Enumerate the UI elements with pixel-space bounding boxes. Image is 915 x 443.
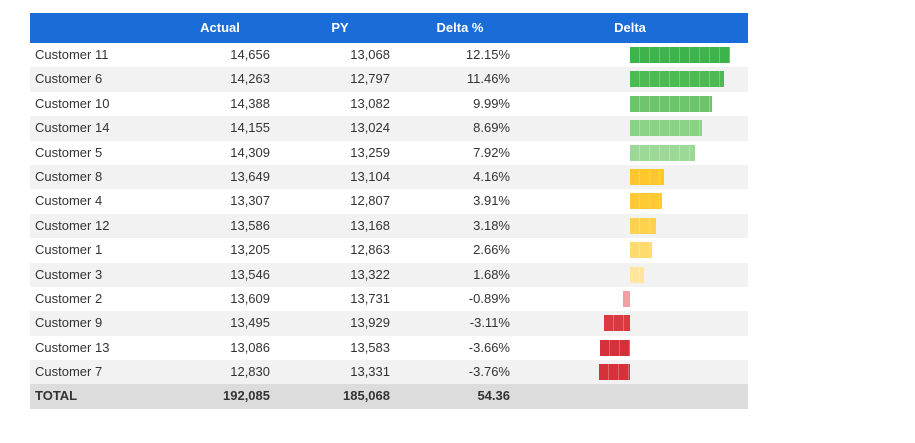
actual-value: 12,830	[230, 364, 270, 380]
customer-name: Customer 13	[35, 339, 110, 355]
py-value: 13,168	[350, 217, 390, 233]
header-delta[interactable]: Delta	[614, 20, 646, 35]
actual-value: 13,609	[230, 290, 270, 306]
table-row[interactable]: Customer 12 13,586 13,168 3.18%	[30, 213, 748, 239]
customer-name: Customer 11	[35, 47, 109, 62]
actual-value: 14,155	[230, 120, 270, 136]
delta-pct-value: 12.15%	[465, 47, 510, 62]
actual-value: 14,656	[230, 47, 270, 62]
header-py[interactable]: PY	[331, 20, 349, 35]
delta-bar	[630, 266, 644, 283]
actual-value: 13,586	[230, 217, 270, 233]
actual-value: 13,546	[230, 266, 270, 282]
py-value: 13,322	[350, 266, 390, 282]
table-row[interactable]: Customer 3 13,546 13,322 1.68%	[30, 262, 748, 287]
delta-pct-value: -3.76%	[468, 364, 510, 380]
delta-bar	[630, 120, 702, 137]
delta-bar	[622, 290, 630, 307]
matrix-table: Actual PY Delta % Delta Customer 11 14,65…	[30, 13, 748, 409]
delta-bar	[630, 193, 663, 210]
delta-bar	[630, 217, 657, 234]
customer-name: Customer 9	[35, 315, 103, 331]
customer-name: Customer 14	[35, 120, 110, 136]
actual-value: 14,388	[230, 95, 270, 111]
table-row[interactable]: Customer 8 13,649 13,104 4.16%	[30, 164, 748, 190]
py-value: 13,331	[350, 364, 390, 380]
table-row[interactable]: Customer 4 13,307 12,807 3.91%	[30, 189, 748, 213]
table-row[interactable]: Customer 9 13,495 13,929 -3.11%	[30, 311, 748, 336]
py-value: 13,583	[350, 339, 390, 355]
total-py: 185,068	[343, 388, 390, 404]
delta-bar	[630, 144, 696, 161]
table-row[interactable]: Customer 10 14,388 13,082 9.99%	[30, 92, 748, 116]
delta-bar	[630, 71, 725, 88]
table-row[interactable]: Customer 7 12,830 13,331 -3.76%	[30, 360, 748, 385]
delta-pct-value: 7.92%	[473, 144, 510, 160]
total-actual: 192,085	[223, 388, 270, 404]
customer-name: Customer 2	[35, 290, 103, 306]
delta-bar	[599, 339, 630, 356]
delta-pct-value: -3.66%	[468, 339, 510, 355]
table-row[interactable]: Customer 5 14,309 13,259 7.92%	[30, 141, 748, 165]
delta-pct-value: 4.16%	[473, 168, 510, 184]
actual-value: 14,309	[230, 144, 270, 160]
delta-pct-value: -3.11%	[469, 315, 510, 331]
actual-value: 13,495	[230, 315, 270, 331]
py-value: 12,797	[350, 71, 390, 87]
total-delta-pct: 54.36	[477, 388, 510, 404]
delta-pct-value: 9.99%	[473, 95, 510, 111]
customer-name: Customer 8	[35, 168, 103, 184]
table-body: Customer 11 14,656 13,068 12.15% Customer 6 1…	[30, 43, 748, 385]
py-value: 13,731	[350, 290, 390, 306]
total-row: TOTAL 192,085 185,068 54.36	[30, 384, 748, 409]
header-actual[interactable]: Actual	[200, 20, 240, 35]
delta-pct-value: 1.68%	[473, 266, 510, 282]
py-value: 13,104	[350, 168, 390, 184]
actual-value: 13,649	[230, 168, 270, 184]
customer-name: Customer 4	[35, 193, 103, 209]
delta-pct-value: 2.66%	[473, 242, 510, 258]
table-row[interactable]: Customer 13 13,086 13,583 -3.66%	[30, 336, 748, 360]
delta-bar	[599, 364, 630, 381]
table-row[interactable]: Customer 11 14,656 13,068 12.15%	[30, 43, 748, 67]
py-value: 13,259	[350, 144, 390, 160]
actual-value: 14,263	[230, 71, 270, 87]
delta-bar	[630, 47, 730, 63]
customer-name: Customer 1	[35, 242, 103, 258]
customer-name: Customer 3	[35, 266, 103, 282]
table-row[interactable]: Customer 14 14,155 13,024 8.69%	[30, 116, 748, 141]
actual-value: 13,307	[230, 193, 270, 209]
header-delta-pct[interactable]: Delta %	[436, 20, 484, 35]
delta-bar	[630, 242, 652, 259]
table-header: Actual PY Delta % Delta	[30, 13, 748, 43]
table-row[interactable]: Customer 2 13,609 13,731 -0.89%	[30, 287, 748, 311]
py-value: 13,082	[350, 95, 390, 111]
actual-value: 13,086	[230, 339, 270, 355]
total-label: TOTAL	[35, 388, 78, 404]
customer-name: Customer 12	[35, 217, 110, 233]
delta-bar	[630, 168, 665, 185]
delta-pct-value: 3.91%	[473, 193, 510, 209]
py-value: 12,863	[350, 242, 390, 258]
actual-value: 13,205	[230, 242, 270, 258]
customer-name: Customer 5	[35, 144, 103, 160]
py-value: 13,929	[350, 315, 390, 331]
py-value: 13,024	[350, 120, 390, 136]
customer-name: Customer 10	[35, 95, 110, 111]
customer-name: Customer 6	[35, 71, 103, 87]
table-row[interactable]: Customer 6 14,263 12,797 11.46%	[30, 67, 748, 92]
delta-pct-value: -0.89%	[468, 290, 510, 306]
customer-name: Customer 7	[35, 364, 103, 380]
delta-pct-value: 11.46%	[466, 71, 510, 87]
py-value: 13,068	[350, 47, 390, 62]
table-row[interactable]: Customer 1 13,205 12,863 2.66%	[30, 238, 748, 262]
py-value: 12,807	[350, 193, 390, 209]
delta-bar	[604, 315, 630, 332]
delta-pct-value: 3.18%	[473, 217, 510, 233]
delta-pct-value: 8.69%	[473, 120, 510, 136]
delta-bar	[630, 95, 713, 112]
